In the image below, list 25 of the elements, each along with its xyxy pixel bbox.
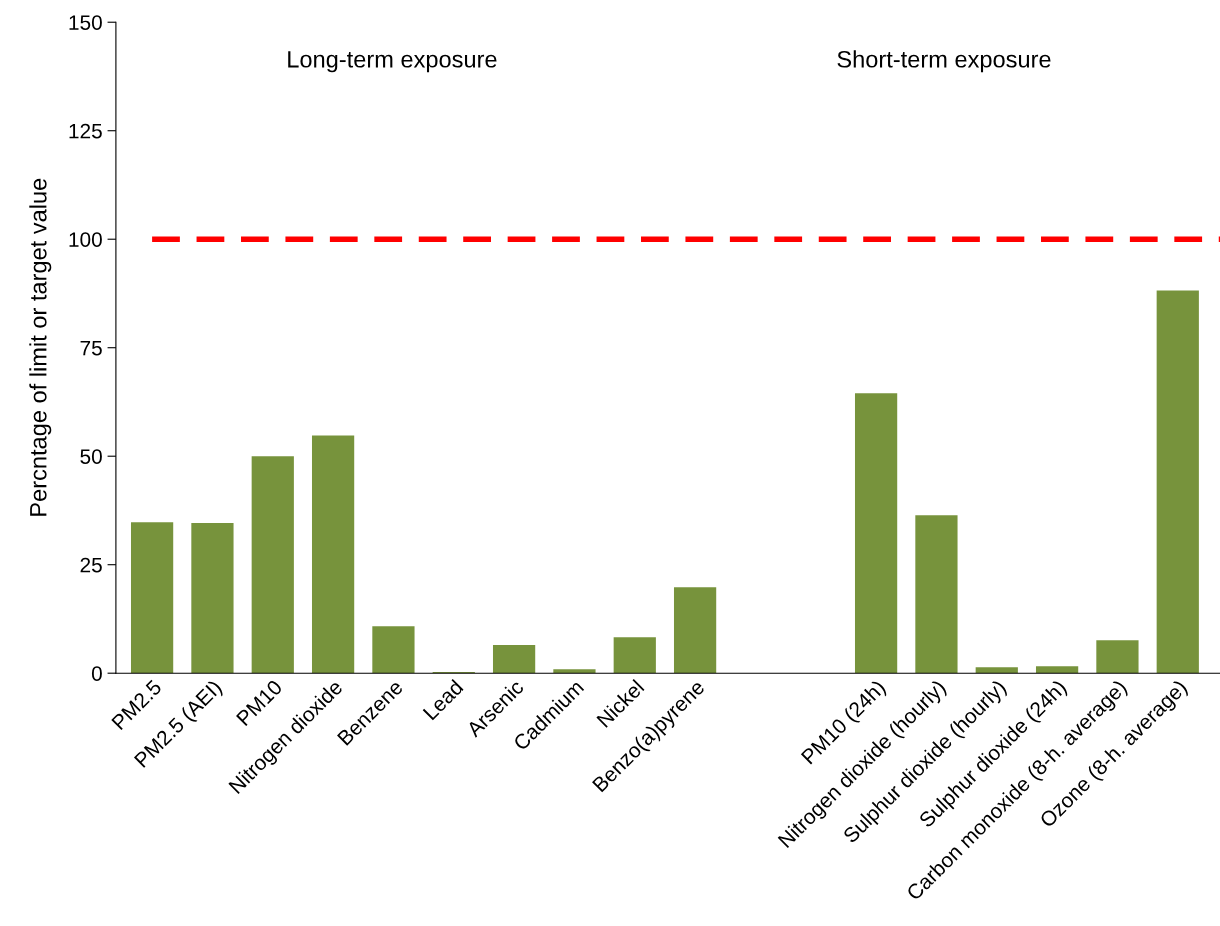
bar — [975, 667, 1018, 674]
bar — [1035, 666, 1079, 674]
y-tick-label: 50 — [80, 449, 102, 464]
bar — [673, 587, 717, 674]
y-tick-label: 150 — [69, 15, 102, 30]
bar — [130, 522, 174, 674]
bar — [251, 456, 294, 674]
bar — [191, 523, 234, 674]
y-tick-label: 125 — [69, 123, 102, 139]
bar — [1156, 290, 1199, 674]
y-tick-label: 75 — [80, 340, 102, 356]
bar — [1096, 640, 1139, 674]
annotation: Long-term exposure — [288, 51, 497, 73]
y-tick-label: 0 — [91, 666, 102, 681]
bar — [492, 644, 536, 674]
bar — [915, 515, 958, 674]
bar — [613, 637, 656, 674]
bar — [553, 669, 596, 674]
y-tick-label: 25 — [80, 557, 102, 573]
bar — [854, 393, 898, 674]
bar — [311, 435, 355, 674]
y-axis-title: Percntage of limit or target value — [29, 178, 52, 516]
y-tick-label: 100 — [69, 232, 102, 247]
annotation: Short-term exposure — [837, 50, 1051, 73]
bar — [372, 626, 415, 674]
